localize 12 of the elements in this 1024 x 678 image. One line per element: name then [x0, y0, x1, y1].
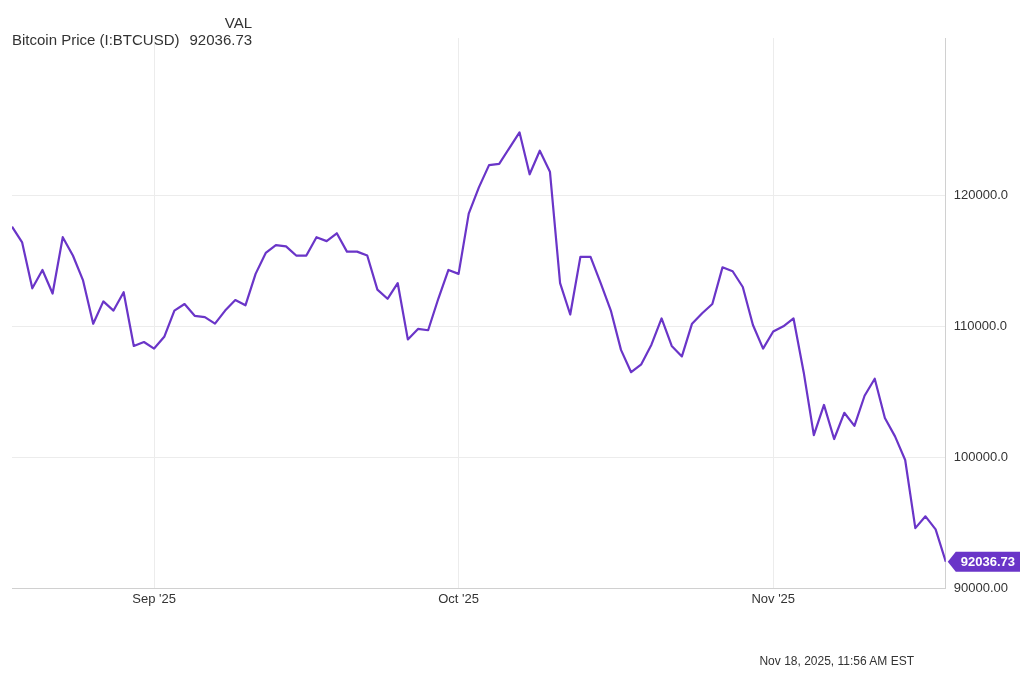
text: 92036.73 — [189, 31, 253, 48]
y-tick-label: 110000.0 — [953, 317, 1008, 333]
y-tick-label: 120000.0 — [953, 186, 1009, 202]
y-tick-label: 100000.0 — [953, 448, 1009, 464]
y-tick-label: 90000.00 — [953, 579, 1009, 595]
x-tick-label: Sep '25 — [132, 590, 176, 606]
x-tick-label: Oct '25 — [438, 590, 479, 606]
text: Bitcoin Price (I:BTCUSD) — [12, 31, 180, 48]
text: Nov 18, 2025, 11:56 AM EST — [759, 654, 914, 668]
x-tick-label: Nov '25 — [751, 590, 796, 606]
legend-title: VAL — [223, 14, 253, 31]
data-label: 92036.73 — [960, 554, 1016, 570]
